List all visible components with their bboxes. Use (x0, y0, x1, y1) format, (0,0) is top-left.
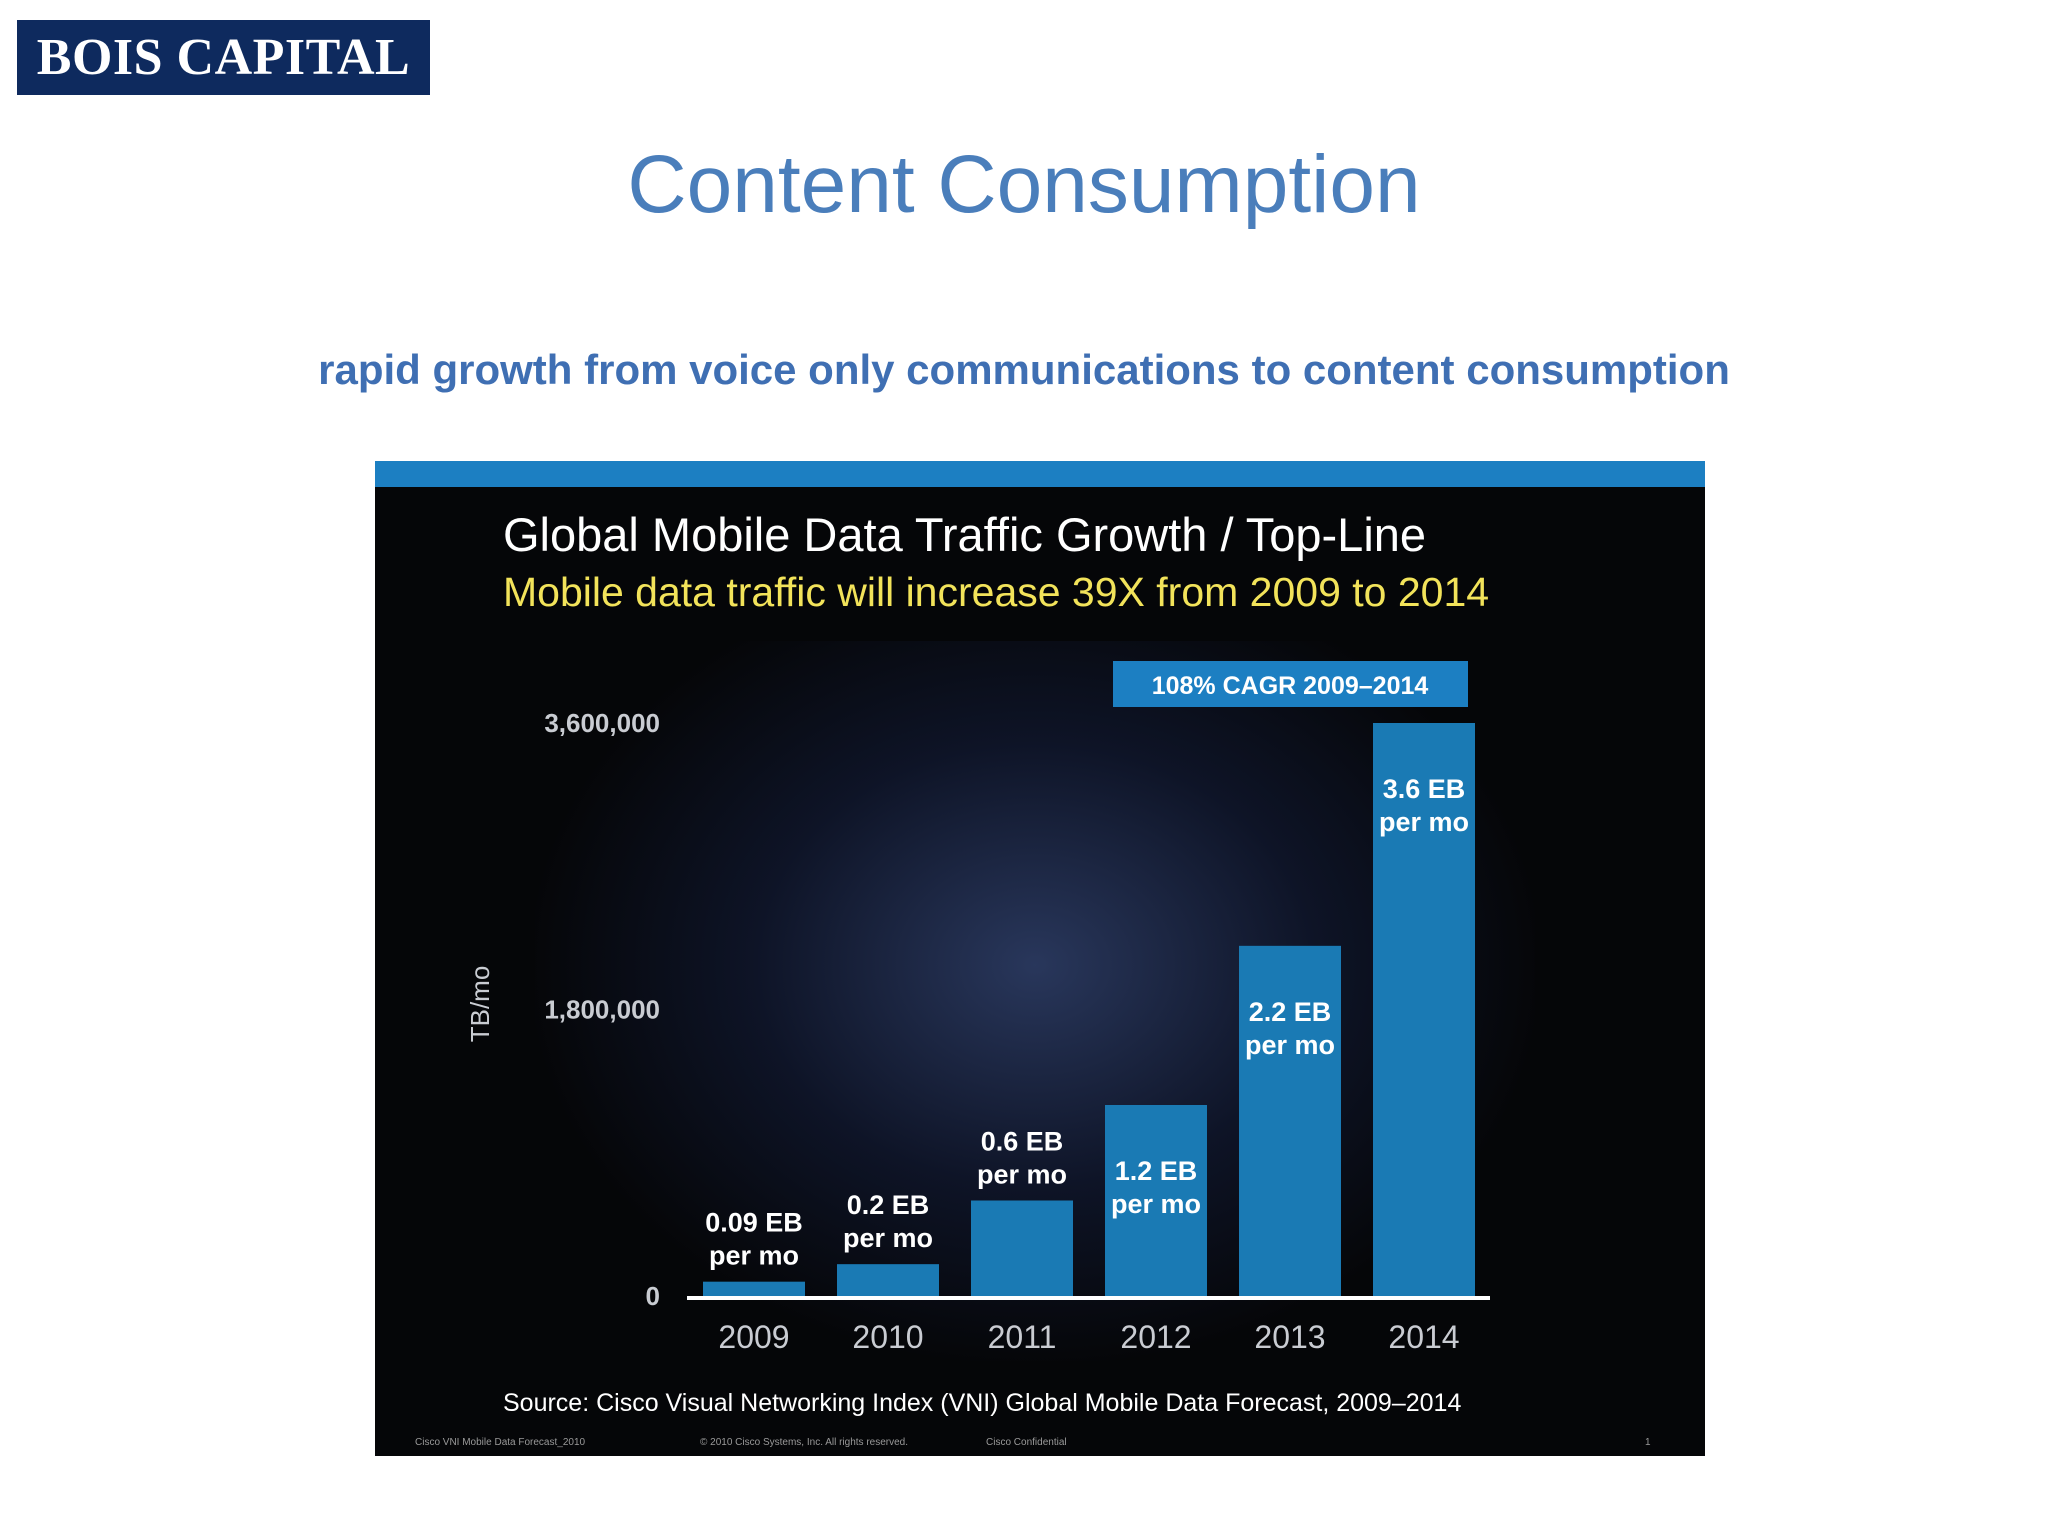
chart-slide: Global Mobile Data Traffic Growth / Top-… (375, 461, 1705, 1456)
footer-page-number: 1 (1645, 1437, 1651, 1448)
data-label-2009-value: 0.09 EB (705, 1208, 803, 1238)
cagr-annotation-text: 108% CAGR 2009–2014 (1152, 672, 1429, 700)
data-label-2009-unit: per mo (709, 1241, 799, 1271)
y-axis-label: TB/mo (465, 966, 495, 1043)
data-label-2012-unit: per mo (1111, 1189, 1201, 1219)
slide-top-bar (375, 461, 1705, 487)
company-logo: BOIS CAPITAL (17, 20, 430, 95)
y-tick-1800000: 1,800,000 (544, 995, 660, 1025)
data-label-2011-value: 0.6 EB (981, 1127, 1064, 1157)
x-tick-2014: 2014 (1388, 1319, 1459, 1355)
bar-2013 (1239, 945, 1341, 1296)
chart-source: Source: Cisco Visual Networking Index (V… (503, 1389, 1462, 1417)
data-label-2014-unit: per mo (1379, 807, 1469, 837)
cagr-annotation-box (1113, 661, 1468, 707)
slide-footer: Cisco VNI Mobile Data Forecast_2010 © 20… (415, 1435, 1665, 1451)
footer-copyright: © 2010 Cisco Systems, Inc. All rights re… (700, 1437, 909, 1448)
page-subtitle: rapid growth from voice only communicati… (318, 346, 1730, 393)
data-label-2011-unit: per mo (977, 1160, 1067, 1190)
y-tick-0: 0 (646, 1281, 660, 1311)
x-tick-2010: 2010 (852, 1319, 923, 1355)
data-label-2013-value: 2.2 EB (1249, 997, 1332, 1027)
page-title: Content Consumption (627, 139, 1421, 230)
footer-confidential: Cisco Confidential (986, 1437, 1067, 1448)
bar-2010 (837, 1264, 939, 1296)
data-label-2014-value: 3.6 EB (1383, 774, 1466, 804)
x-tick-2009: 2009 (718, 1319, 789, 1355)
bar-2009 (703, 1281, 805, 1296)
bar-2014 (1373, 723, 1475, 1296)
data-label-2010-value: 0.2 EB (847, 1190, 930, 1220)
x-tick-2012: 2012 (1120, 1319, 1191, 1355)
x-tick-2011: 2011 (988, 1319, 1057, 1355)
footer-left-text: Cisco VNI Mobile Data Forecast_2010 (415, 1437, 586, 1448)
chart-title: Global Mobile Data Traffic Growth / Top-… (503, 508, 1427, 561)
chart-subtitle: Mobile data traffic will increase 39X fr… (503, 569, 1490, 615)
data-label-2013-unit: per mo (1245, 1030, 1335, 1060)
bar-2012 (1105, 1105, 1207, 1296)
x-tick-2013: 2013 (1254, 1319, 1325, 1355)
data-label-2010-unit: per mo (843, 1223, 933, 1253)
data-label-2012-value: 1.2 EB (1115, 1156, 1198, 1186)
y-tick-3600000: 3,600,000 (544, 708, 660, 738)
bar-2011 (971, 1200, 1073, 1296)
